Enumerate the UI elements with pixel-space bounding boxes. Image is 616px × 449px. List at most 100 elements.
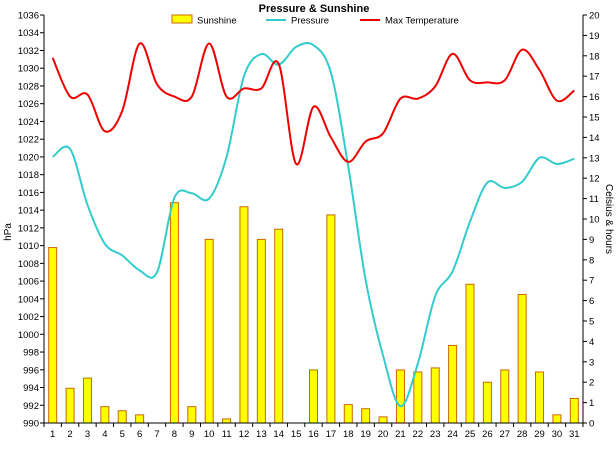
- sunshine-bar: [48, 247, 58, 424]
- y-right-tick-label: 7: [589, 276, 594, 287]
- y-right-tick-label: 9: [589, 235, 594, 246]
- x-tick-label: 22: [413, 429, 424, 440]
- sunshine-bar: [500, 369, 510, 424]
- sunshine-bar: [239, 206, 249, 424]
- x-tick-label: 15: [291, 429, 302, 440]
- sunshine-bar: [465, 283, 475, 424]
- y-left-tick-label: 1034: [18, 28, 39, 39]
- x-tick-label: 5: [120, 429, 125, 440]
- y-left-tick-label: 1004: [18, 294, 39, 305]
- sunshine-bar: [82, 377, 92, 424]
- x-tick-label: 8: [172, 429, 177, 440]
- y-right-tick-label: 0: [589, 419, 594, 430]
- sunshine-bar: [535, 371, 545, 424]
- y-right-tick-label: 19: [589, 31, 600, 42]
- x-tick-label: 17: [326, 429, 337, 440]
- legend-label-sunshine: Sunshine: [197, 16, 237, 27]
- x-tick-label: 3: [85, 429, 90, 440]
- sunshine-bar: [100, 406, 110, 424]
- y-axis-right-label: Celsius & hours: [603, 184, 614, 254]
- sunshine-bar: [552, 414, 562, 424]
- sunshine-bar: [361, 408, 371, 424]
- x-tick-label: 9: [189, 429, 194, 440]
- sunshine-bar: [169, 202, 179, 424]
- sunshine-bar: [413, 371, 423, 424]
- y-left-tick-label: 998: [23, 348, 39, 359]
- x-tick-label: 25: [465, 429, 476, 440]
- y-left-tick-label: 1016: [18, 188, 39, 199]
- y-left-tick-label: 1030: [18, 64, 39, 75]
- y-left-tick-label: 996: [23, 365, 39, 376]
- legend-label-pressure: Pressure: [291, 16, 329, 27]
- x-tick-label: 29: [534, 429, 545, 440]
- sunshine-bar: [430, 367, 440, 424]
- sunshine-bar: [117, 410, 127, 424]
- x-tick-label: 7: [154, 429, 159, 440]
- x-tick-label: 31: [569, 429, 580, 440]
- y-right-tick-label: 8: [589, 255, 594, 266]
- y-right-tick-label: 15: [589, 113, 600, 124]
- x-tick-label: 23: [430, 429, 441, 440]
- sunshine-bar: [222, 418, 232, 424]
- sunshine-bar: [256, 238, 266, 424]
- y-left-tick-label: 1014: [18, 206, 39, 217]
- x-tick-label: 10: [204, 429, 215, 440]
- y-left-tick-label: 1002: [18, 312, 39, 323]
- sunshine-bar: [395, 369, 405, 424]
- y-right-tick-label: 18: [589, 51, 600, 62]
- y-left-tick-label: 1010: [18, 241, 39, 252]
- y-left-tick-label: 1026: [18, 99, 39, 110]
- sunshine-bar: [343, 404, 353, 424]
- sunshine-bar: [378, 416, 388, 424]
- y-right-tick-label: 11: [589, 194, 599, 205]
- x-tick-label: 13: [256, 429, 267, 440]
- sunshine-bar: [569, 398, 579, 424]
- pressure-line: [52, 41, 575, 408]
- legend-swatch-sunshine: [171, 14, 193, 24]
- legend-label-max-temperature: Max Temperature: [385, 16, 459, 27]
- x-tick-label: 28: [517, 429, 528, 440]
- y-left-tick-label: 1022: [18, 135, 39, 146]
- x-tick-label: 30: [552, 429, 563, 440]
- y-right-tick-label: 2: [589, 378, 594, 389]
- y-right-tick-label: 3: [589, 357, 594, 368]
- y-right-tick-label: 16: [589, 92, 600, 103]
- sunshine-bar: [204, 238, 214, 424]
- x-tick-label: 18: [343, 429, 354, 440]
- y-left-tick-label: 1006: [18, 277, 39, 288]
- y-right-tick-label: 14: [589, 133, 600, 144]
- x-tick-label: 6: [137, 429, 142, 440]
- sunshine-bar: [482, 381, 492, 424]
- x-tick-label: 2: [67, 429, 72, 440]
- legend: Sunshine Pressure Max Temperature: [171, 14, 459, 27]
- sunshine-bars: [48, 202, 579, 424]
- y-right-tick-label: 17: [589, 72, 600, 83]
- y-left-tick-label: 1020: [18, 152, 39, 163]
- sunshine-bar: [65, 387, 75, 424]
- y-right-tick-label: 20: [589, 11, 600, 22]
- x-tick-label: 16: [308, 429, 319, 440]
- x-tick-label: 12: [239, 429, 250, 440]
- sunshine-bar: [448, 344, 458, 424]
- x-tick-label: 19: [360, 429, 371, 440]
- x-tick-label: 14: [273, 429, 284, 440]
- y-right-tick-label: 4: [589, 337, 594, 348]
- sunshine-bar: [326, 214, 336, 424]
- y-right-tick-label: 13: [589, 153, 600, 164]
- y-right-tick-label: 1: [589, 398, 594, 409]
- y-left-tick-label: 1008: [18, 259, 39, 270]
- y-left-tick-label: 994: [23, 383, 39, 394]
- y-left-tick-label: 990: [23, 419, 39, 430]
- max-temperature-line: [51, 42, 575, 165]
- sunshine-bar: [517, 293, 527, 424]
- y-left-tick-label: 1024: [18, 117, 39, 128]
- x-tick-label: 4: [102, 429, 107, 440]
- sunshine-bar: [274, 228, 284, 424]
- y-right-tick-label: 10: [589, 215, 600, 226]
- y-left-tick-label: 992: [23, 401, 39, 412]
- x-tick-label: 1: [50, 429, 55, 440]
- sunshine-bar: [309, 369, 318, 424]
- y-right-tick-label: 5: [589, 317, 594, 328]
- y-axis-left-label: hPa: [3, 223, 14, 241]
